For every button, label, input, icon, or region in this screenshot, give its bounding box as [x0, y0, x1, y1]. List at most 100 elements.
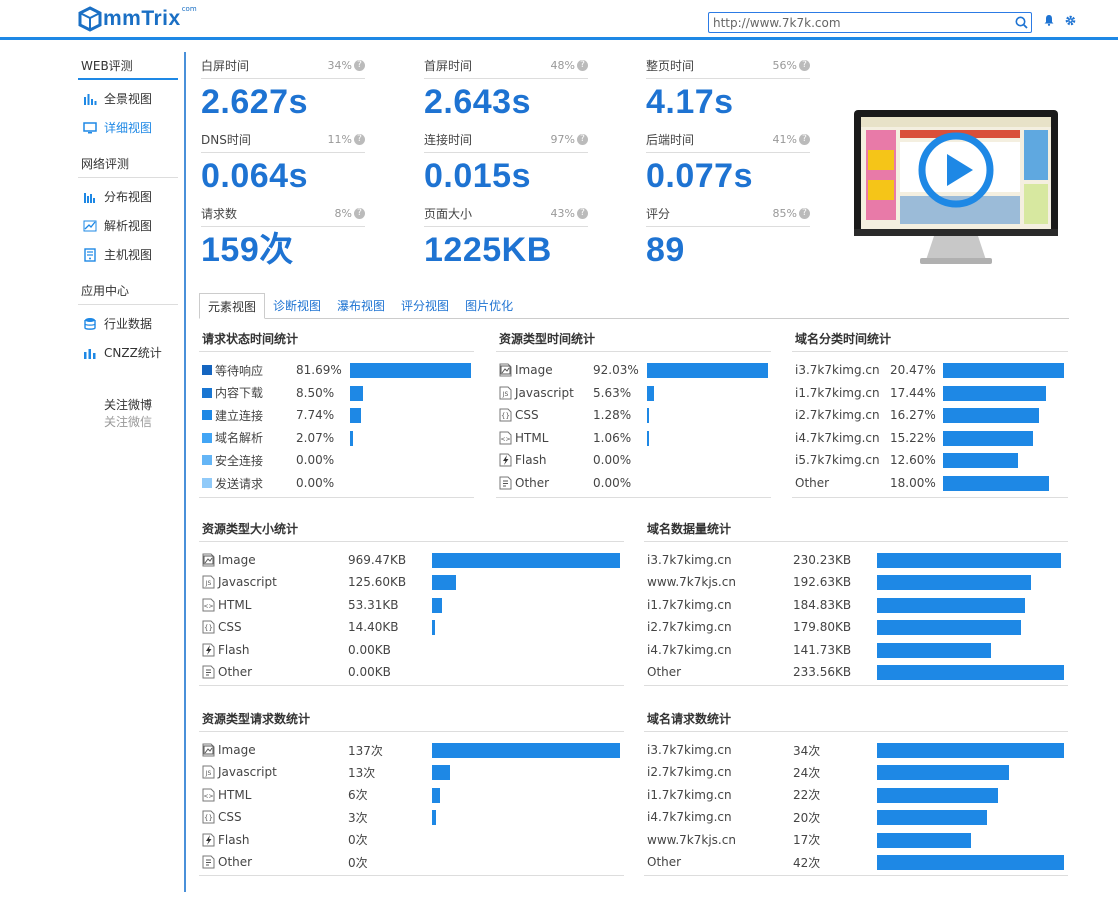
tab-image-opt[interactable]: 图片优化: [465, 299, 514, 313]
gear-icon[interactable]: [1063, 13, 1077, 27]
help-icon[interactable]: ?: [799, 134, 810, 145]
metric-percent-value: 48%: [550, 59, 575, 72]
page-preview-monitor: [854, 110, 1058, 266]
stat-row-label: Other: [515, 476, 550, 490]
svg-text:{}: {}: [501, 412, 510, 420]
stats-icon: [82, 346, 98, 360]
metric-value: 0.077s: [646, 157, 753, 195]
stat-row: i4.7k7kimg.cn 20次: [644, 806, 1068, 828]
stat-row-value: 15.22%: [890, 430, 936, 445]
flash-file-icon: [202, 833, 215, 847]
help-icon[interactable]: ?: [577, 60, 588, 71]
tab-diagnose[interactable]: 诊断视图: [273, 299, 322, 313]
stat-row-label: www.7k7kjs.cn: [647, 575, 736, 590]
tab-element[interactable]: 元素视图: [199, 293, 266, 319]
stat-bar: [877, 620, 1021, 636]
metric-card: 评分 85%? 89: [646, 201, 810, 273]
stat-row-label: Javascript: [515, 385, 574, 400]
resource-size-panel: 资源类型大小统计 Image 969.47KB JS Javascript 125.60K…: [199, 516, 624, 696]
top-header: mmTrix com: [0, 0, 1118, 40]
help-icon[interactable]: ?: [577, 134, 588, 145]
stat-row: i4.7k7kimg.cn 15.22%: [792, 427, 1068, 449]
stat-row-label: Flash: [218, 832, 250, 847]
resource-time-panel: 资源类型时间统计 Image 92.03% JS Javascript 5.63% {} CS…: [496, 326, 771, 506]
stat-row: {} CSS 3次: [199, 806, 624, 828]
bell-icon[interactable]: [1042, 13, 1056, 27]
metric-percent-value: 11%: [327, 133, 352, 146]
stat-row-label: 建立连接: [215, 408, 264, 423]
tab-waterfall[interactable]: 瀑布视图: [337, 299, 386, 313]
stat-row-label: i3.7k7kimg.cn: [795, 363, 880, 377]
sidebar-item-host[interactable]: 主机视图: [78, 240, 178, 269]
request-status-panel: 请求状态时间统计 等待响应 81.69% 内容下载 8.50% 建立连接 7.74% 域名解析…: [199, 326, 474, 506]
stat-row-label: Other: [218, 665, 253, 679]
flash-file-icon: [202, 643, 215, 657]
metric-label: 评分: [646, 207, 671, 221]
sidebar-item-industry[interactable]: 行业数据: [78, 309, 178, 338]
stat-row-value: 6次: [348, 788, 368, 803]
help-icon[interactable]: ?: [577, 208, 588, 219]
sidebar-item-detail[interactable]: 详细视图: [78, 113, 178, 142]
sidebar-group-web: WEB评测: [78, 52, 178, 80]
stat-row-label: CSS: [218, 620, 242, 635]
other-file-icon: [499, 476, 512, 490]
metric-percent-value: 43%: [550, 207, 575, 220]
help-icon[interactable]: ?: [354, 208, 365, 219]
follow-weibo-link[interactable]: 关注微博: [103, 398, 152, 412]
stat-bar: [877, 575, 1031, 591]
svg-text:JS: JS: [502, 391, 509, 398]
stat-row-value: 230.23KB: [793, 553, 852, 567]
sidebar-item-distribution[interactable]: 分布视图: [78, 182, 178, 211]
help-icon[interactable]: ?: [354, 60, 365, 71]
help-icon[interactable]: ?: [799, 208, 810, 219]
stat-bar: [432, 787, 440, 803]
stat-row-value: 18.00%: [890, 476, 936, 490]
stat-bar: [943, 385, 1046, 401]
stat-row-value: 22次: [793, 788, 821, 803]
sidebar-item-overview[interactable]: 全景视图: [78, 84, 178, 113]
stat-row-label: Other: [795, 476, 830, 490]
panel-title: 资源类型请求数统计: [199, 706, 624, 732]
css-file-icon: {}: [499, 408, 512, 422]
metric-percent-value: 85%: [772, 207, 797, 220]
stat-row-label: HTML: [515, 430, 549, 445]
logo-text: mmTrix: [103, 7, 181, 30]
metric-label: 后端时间: [646, 133, 695, 147]
stat-row-label: Image: [515, 363, 553, 377]
stat-row: 域名解析 2.07%: [199, 427, 474, 449]
stat-row: www.7k7kjs.cn 17次: [644, 829, 1068, 851]
stat-row: i1.7k7kimg.cn 184.83KB: [644, 594, 1068, 616]
metric-header: 白屏时间 34%?: [201, 53, 365, 79]
stat-row: Other 233.56KB: [644, 661, 1068, 683]
search-icon[interactable]: [1011, 13, 1031, 32]
metric-percent: 8%?: [335, 207, 365, 220]
panel-title: 请求状态时间统计: [199, 326, 474, 352]
sidebar-item-cnzz[interactable]: CNZZ统计: [78, 338, 178, 367]
help-icon[interactable]: ?: [354, 134, 365, 145]
tab-score[interactable]: 评分视图: [401, 299, 450, 313]
html-file-icon: <>: [499, 431, 512, 445]
help-icon[interactable]: ?: [799, 60, 810, 71]
logo[interactable]: mmTrix com: [78, 4, 197, 34]
stat-row: 发送请求 0.00%: [199, 472, 474, 494]
stat-row-value: 3次: [348, 810, 368, 825]
stat-bar: [432, 810, 436, 826]
follow-wechat-link[interactable]: 关注微信: [103, 415, 152, 429]
stat-row: i3.7k7kimg.cn 230.23KB: [644, 549, 1068, 571]
stat-row-value: 184.83KB: [793, 597, 852, 612]
metric-value: 89: [646, 231, 685, 269]
url-input[interactable]: [709, 13, 1011, 32]
stat-bar: [877, 832, 971, 848]
js-file-icon: JS: [499, 386, 512, 400]
stat-row-label: 安全连接: [215, 453, 264, 468]
sidebar-item-parse[interactable]: 解析视图: [78, 211, 178, 240]
stat-row-label: Flash: [515, 453, 547, 468]
bar-chart-icon: [82, 92, 98, 106]
stat-row: i3.7k7kimg.cn 20.47%: [792, 359, 1068, 381]
legend-swatch: [202, 365, 212, 375]
panel-title: 资源类型时间统计: [496, 326, 771, 352]
sidebar-group-network: 网络评测: [78, 150, 178, 178]
play-video-icon[interactable]: [917, 131, 995, 209]
stat-row: Image 137次: [199, 739, 624, 761]
metric-header: DNS时间 11%?: [201, 127, 365, 153]
